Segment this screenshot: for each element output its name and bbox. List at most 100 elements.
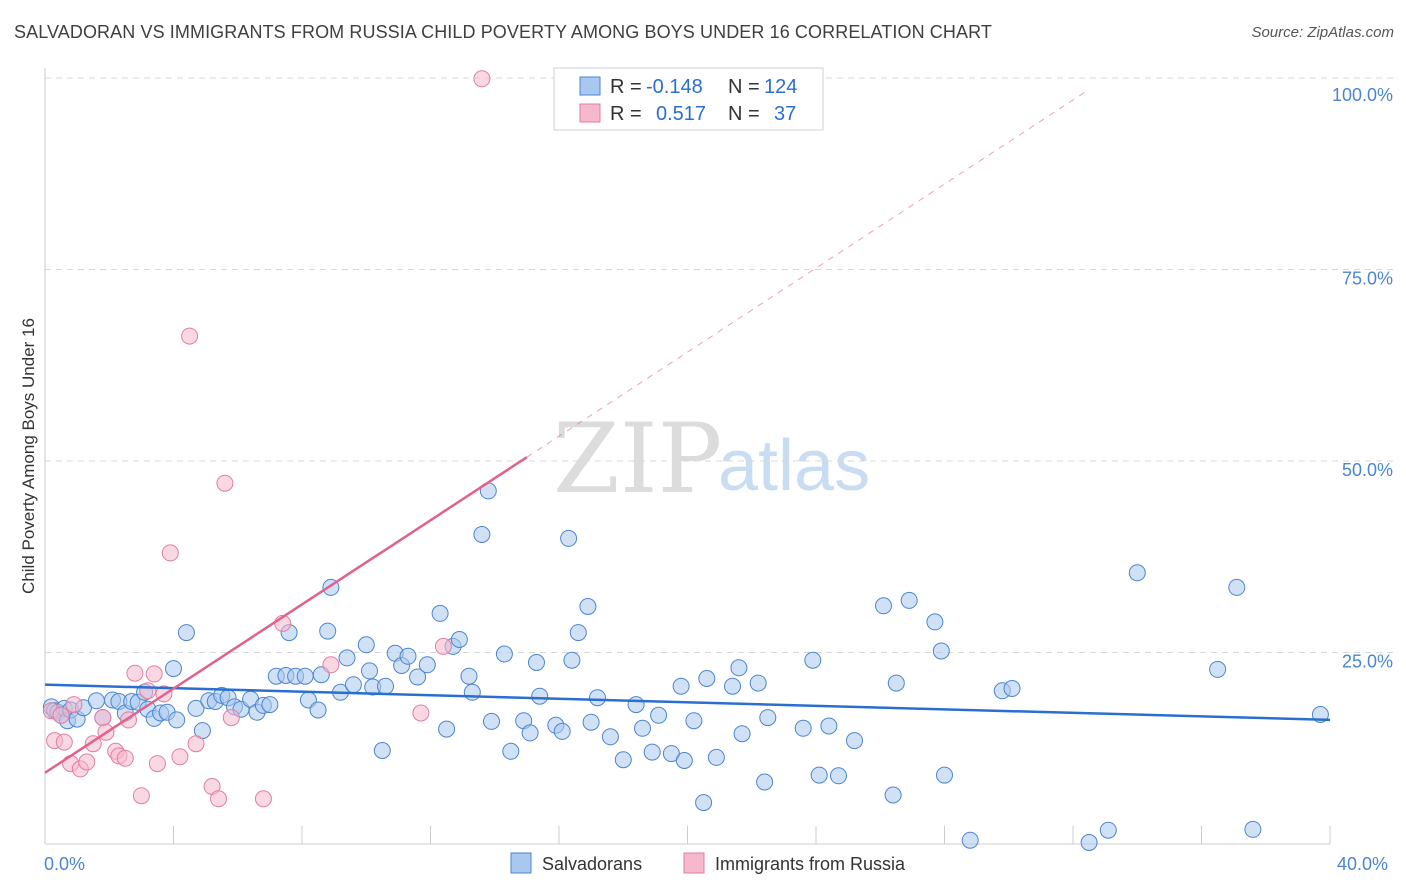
salvadoran-point-106 xyxy=(846,732,863,750)
salvadoran-point-78 xyxy=(569,624,587,642)
x-tick-label-max: 40.0% xyxy=(1337,854,1388,874)
salvadoran-point-63 xyxy=(460,667,478,685)
salvadoran-point-71 xyxy=(521,724,539,742)
russia-point-26 xyxy=(210,790,227,808)
salvadoran-point-22 xyxy=(168,711,186,729)
salvadoran-point-53 xyxy=(377,677,394,695)
salvadoran-point-82 xyxy=(601,728,619,746)
legend-r-label-2: R = xyxy=(610,103,642,125)
salvadoran-point-97 xyxy=(733,725,751,743)
russia-point-33 xyxy=(434,637,452,655)
russia-point-27 xyxy=(216,474,234,492)
y-tick-label-100: 100.0% xyxy=(1332,85,1393,105)
salvadoran-point-58 xyxy=(418,656,436,674)
russia-trend-line-extension xyxy=(526,89,1090,458)
salvadoran-point-9 xyxy=(87,692,105,710)
salvadoran-point-93 xyxy=(698,670,716,687)
y-tick-label-75: 75.0% xyxy=(1342,269,1393,289)
salvadoran-point-117 xyxy=(1080,834,1098,851)
salvadoran-point-73 xyxy=(531,687,549,705)
series-russia xyxy=(42,70,491,808)
salvadoran-point-56 xyxy=(399,647,417,665)
legend-n-label-1: N = xyxy=(728,76,760,98)
series-layer xyxy=(42,70,1331,851)
russia-point-28 xyxy=(222,709,240,727)
salvadoran-point-57 xyxy=(409,668,427,686)
salvadoran-point-108 xyxy=(884,786,902,804)
salvadoran-point-105 xyxy=(830,767,847,785)
russia-trend-line xyxy=(44,456,528,774)
salvadoran-point-99 xyxy=(756,773,774,791)
russia-point-5 xyxy=(65,696,83,714)
russia-point-19 xyxy=(148,755,166,773)
series-salvadoran xyxy=(42,482,1329,851)
salvadoran-point-49 xyxy=(357,636,375,654)
salvadoran-point-23 xyxy=(177,624,195,642)
salvadoran-point-77 xyxy=(563,651,581,669)
salvadoran-point-68 xyxy=(495,645,513,663)
russia-point-7 xyxy=(78,753,96,771)
salvadoran-point-121 xyxy=(1228,578,1246,596)
salvadoran-point-89 xyxy=(672,677,690,695)
russia-point-16 xyxy=(132,787,150,805)
x-tick-marks xyxy=(44,826,1331,844)
grid-lines xyxy=(45,77,1393,653)
salvadoran-point-48 xyxy=(344,676,362,694)
salvadoran-point-35 xyxy=(261,696,279,714)
y-axis-label: Child Poverty Among Boys Under 16 xyxy=(19,318,38,594)
bottom-legend-swatch-salvadorans xyxy=(510,852,532,874)
y-tick-labels: 25.0% 50.0% 75.0% 100.0% xyxy=(1332,85,1393,672)
salvadoran-point-94 xyxy=(707,748,725,766)
salvadoran-point-84 xyxy=(627,696,645,714)
russia-point-24 xyxy=(187,735,205,753)
salvadoran-point-95 xyxy=(724,677,741,695)
salvadoran-point-79 xyxy=(579,598,597,615)
bottom-legend-swatch-russia xyxy=(683,852,705,874)
russia-point-21 xyxy=(161,544,179,562)
salvadoran-point-91 xyxy=(685,712,703,730)
russia-point-13 xyxy=(116,749,134,767)
salvadoran-point-113 xyxy=(936,766,953,784)
salvadoran-point-120 xyxy=(1209,660,1227,678)
watermark-atlas: atlas xyxy=(718,426,870,506)
russia-point-15 xyxy=(126,664,144,682)
salvadoran-point-81 xyxy=(589,689,606,707)
salvadoran-point-69 xyxy=(502,742,520,760)
salvadoran-point-87 xyxy=(650,706,668,724)
salvadoran-point-102 xyxy=(804,651,822,669)
salvadoran-point-110 xyxy=(900,591,918,609)
salvadoran-point-116 xyxy=(1003,680,1021,697)
salvadoran-point-101 xyxy=(794,719,812,737)
legend-r-value-1: -0.148 xyxy=(646,76,703,98)
russia-point-2 xyxy=(52,706,70,724)
salvadoran-point-96 xyxy=(730,659,748,677)
chart-title: SALVADORAN VS IMMIGRANTS FROM RUSSIA CHI… xyxy=(14,22,992,42)
salvadoran-point-98 xyxy=(749,674,767,692)
salvadoran-point-83 xyxy=(614,751,632,769)
salvadoran-point-60 xyxy=(438,720,456,738)
bottom-legend-label-salvadorans: Salvadorans xyxy=(542,854,642,874)
salvadoran-point-59 xyxy=(431,604,449,622)
russia-point-18 xyxy=(145,665,163,683)
salvadoran-point-50 xyxy=(361,662,378,680)
chart-source: Source: ZipAtlas.com xyxy=(1251,24,1394,41)
salvadoran-point-109 xyxy=(887,674,905,692)
legend-n-label-2: N = xyxy=(728,103,760,125)
russia-point-9 xyxy=(94,709,112,727)
salvadoran-point-52 xyxy=(373,742,391,759)
salvadoran-trend-line xyxy=(44,683,1331,722)
legend-r-label-1: R = xyxy=(610,76,642,98)
legend-swatch-russia xyxy=(579,103,601,123)
salvadoran-point-62 xyxy=(450,631,468,648)
salvadoran-point-76 xyxy=(560,529,578,547)
russia-point-29 xyxy=(254,790,272,808)
salvadoran-point-40 xyxy=(296,667,314,685)
salvadoran-point-85 xyxy=(634,719,651,737)
russia-point-23 xyxy=(181,327,199,345)
salvadoran-point-114 xyxy=(961,831,979,849)
legend-n-value-2: 37 xyxy=(774,103,796,125)
salvadoran-point-47 xyxy=(338,649,356,667)
legend-n-value-1: 124 xyxy=(764,76,797,98)
salvadoran-point-44 xyxy=(319,622,337,640)
salvadoran-point-24 xyxy=(187,699,205,717)
